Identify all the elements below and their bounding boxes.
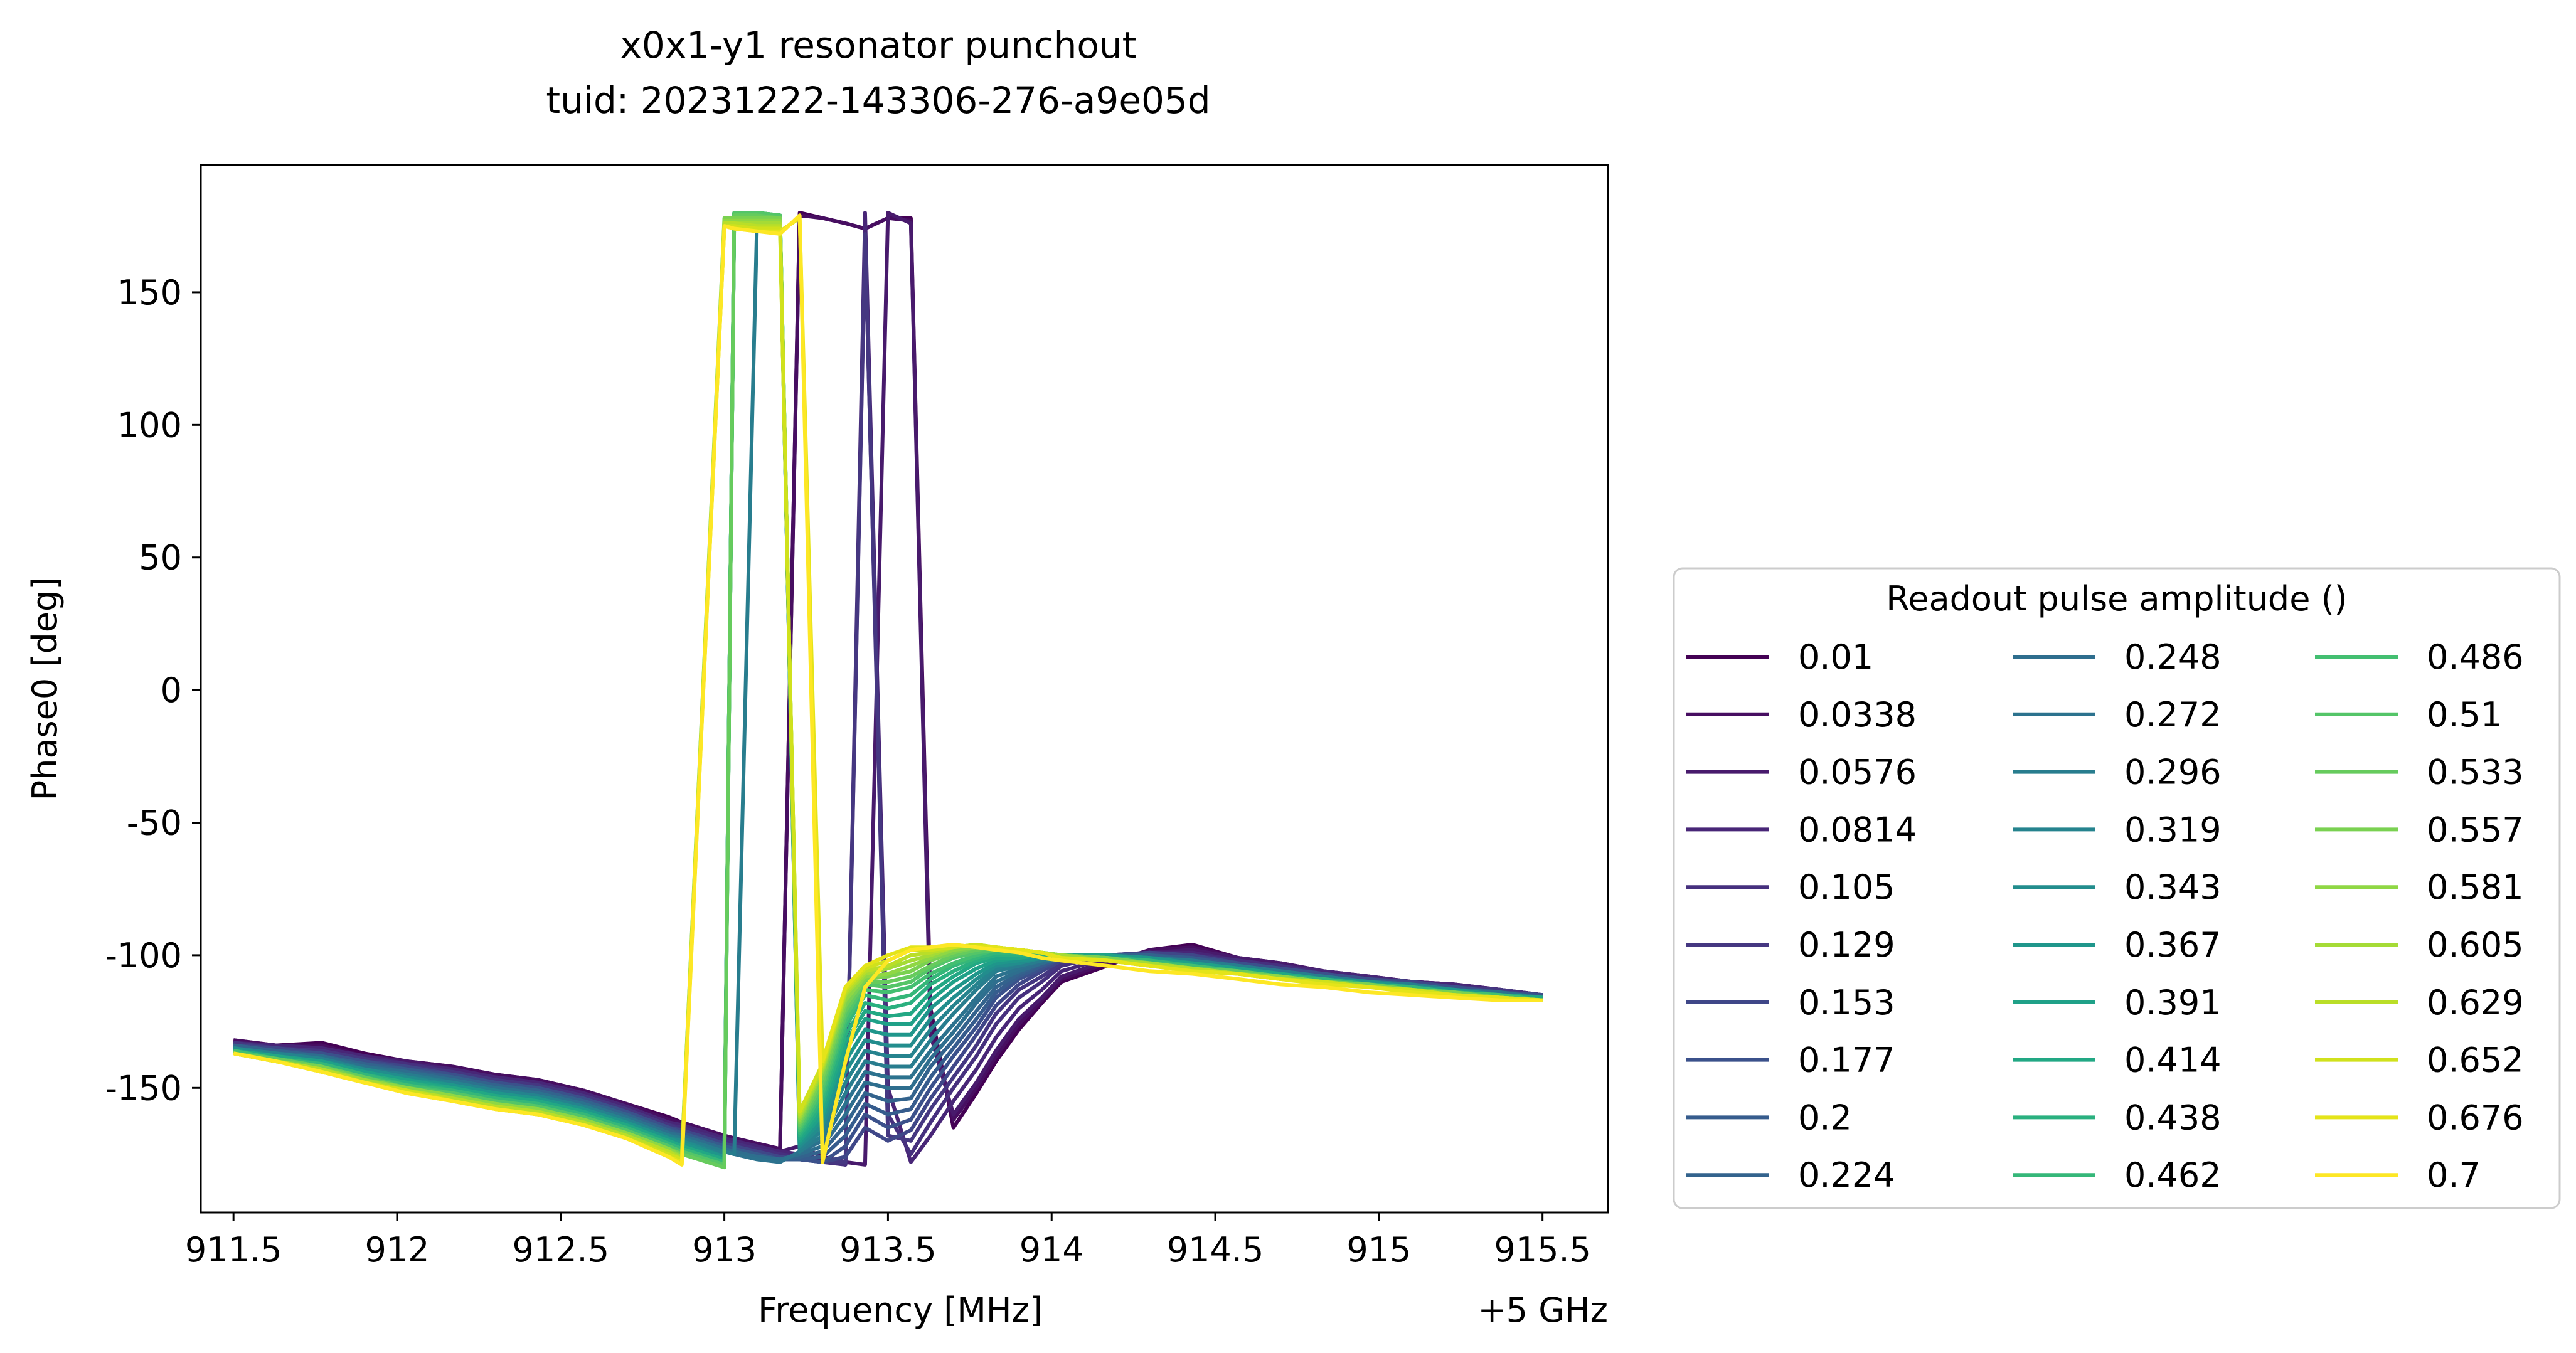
legend-label: 0.676 <box>2427 1098 2524 1137</box>
series-line-0.414 <box>233 211 1543 1162</box>
legend-label: 0.652 <box>2427 1041 2524 1080</box>
legend-entry: 0.486 <box>2315 637 2524 677</box>
x-tick-label: 914 <box>1019 1230 1084 1270</box>
y-tick-label: -50 <box>127 804 182 843</box>
legend-entry: 0.0338 <box>1686 695 1917 735</box>
legend-entry: 0.391 <box>2013 983 2222 1022</box>
legend-label: 0.153 <box>1798 983 1895 1022</box>
legend-label: 0.0576 <box>1798 753 1917 792</box>
legend-label: 0.581 <box>2427 868 2524 907</box>
legend-label: 0.391 <box>2124 983 2222 1022</box>
legend-entry: 0.129 <box>1686 925 1895 965</box>
legend-entry: 0.605 <box>2315 925 2524 965</box>
legend-entry: 0.51 <box>2315 695 2502 735</box>
plot-area-frame <box>200 164 1609 1214</box>
legend-entry: 0.0814 <box>1686 810 1917 849</box>
y-tick-label: 0 <box>161 671 182 710</box>
x-tick-label: 915 <box>1346 1230 1411 1270</box>
legend-label: 0.129 <box>1798 925 1895 965</box>
legend-label: 0.51 <box>2427 695 2502 735</box>
x-tick-label: 912.5 <box>512 1230 609 1270</box>
legend-entries: 0.01 0.0338 0.0576 0.0814 0.105 0.129 0.153 0.1… <box>1686 637 2524 1195</box>
legend-label: 0.01 <box>1798 637 1873 677</box>
x-axis-label: Frequency [MHz] <box>758 1290 1043 1330</box>
legend-label: 0.105 <box>1798 868 1895 907</box>
chart-subtitle: tuid: 20231222-143306-276-a9e05d <box>546 79 1210 122</box>
legend-label: 0.7 <box>2427 1155 2481 1195</box>
legend-entry: 0.533 <box>2315 753 2524 792</box>
y-tick-label: -150 <box>105 1068 182 1108</box>
y-tick-label: 100 <box>117 405 182 445</box>
legend-entry: 0.414 <box>2013 1041 2222 1080</box>
legend-label: 0.2 <box>1798 1098 1852 1137</box>
legend-label: 0.224 <box>1798 1155 1895 1195</box>
x-tick-label: 915.5 <box>1494 1230 1591 1270</box>
legend-entry: 0.01 <box>1686 637 1873 677</box>
series-line-0.319 <box>233 216 1543 1156</box>
legend-entry: 0.224 <box>1686 1155 1895 1195</box>
legend-label: 0.0338 <box>1798 695 1917 735</box>
x-tick-label: 912 <box>365 1230 429 1270</box>
chart-title-group: x0x1-y1 resonator punchout tuid: 2023122… <box>546 24 1210 122</box>
legend-entry: 0.248 <box>2013 637 2222 677</box>
legend-label: 0.0814 <box>1798 810 1917 849</box>
legend-box <box>1673 567 2561 1209</box>
legend-entry: 0.367 <box>2013 925 2222 965</box>
series-line-0.0814 <box>233 211 1543 1167</box>
legend-entry: 0.177 <box>1686 1041 1895 1080</box>
legend-entry: 0.557 <box>2315 810 2524 849</box>
legend-label: 0.319 <box>2124 810 2222 849</box>
x-tick-label: 913 <box>692 1230 757 1270</box>
x-tick-label: 911.5 <box>185 1230 282 1270</box>
legend-entry: 0.272 <box>2013 695 2222 735</box>
legend-entry: 0.296 <box>2013 753 2222 792</box>
legend-entry: 0.438 <box>2013 1098 2222 1137</box>
legend-entry: 0.105 <box>1686 868 1895 907</box>
legend-entry: 0.676 <box>2315 1098 2524 1137</box>
x-axis: 911.5 912 912.5 913 913.5 914 914.5 915 915.5 <box>185 1212 1591 1270</box>
series-line-0.177 <box>233 953 1543 1164</box>
legend-entry: 0.0576 <box>1686 753 1917 792</box>
legend-entry: 0.153 <box>1686 983 1895 1022</box>
legend-entry: 0.319 <box>2013 810 2222 849</box>
y-axis-label: Phase0 [deg] <box>25 577 65 801</box>
series-line-0.7 <box>233 213 1543 1167</box>
legend-label: 0.605 <box>2427 925 2524 965</box>
legend-label: 0.438 <box>2124 1098 2222 1137</box>
chart-title: x0x1-y1 resonator punchout <box>620 24 1137 66</box>
legend-label: 0.296 <box>2124 753 2222 792</box>
legend-entry: 0.7 <box>2315 1155 2481 1195</box>
y-tick-label: 150 <box>117 273 182 312</box>
legend-entry: 0.629 <box>2315 983 2524 1022</box>
series-line-0.557 <box>233 216 1543 1156</box>
y-tick-label: 50 <box>139 538 182 578</box>
series-line-0.296 <box>233 216 1543 1156</box>
legend-title: Readout pulse amplitude () <box>1886 579 2348 618</box>
legend-label: 0.462 <box>2124 1155 2222 1195</box>
x-tick-label: 913.5 <box>839 1230 937 1270</box>
legend-label: 0.272 <box>2124 695 2222 735</box>
legend-label: 0.629 <box>2427 983 2524 1022</box>
x-tick-label: 914.5 <box>1167 1230 1264 1270</box>
x-axis-offset-label: +5 GHz <box>1477 1290 1608 1330</box>
legend-label: 0.343 <box>2124 868 2222 907</box>
legend-label: 0.367 <box>2124 925 2222 965</box>
y-tick-label: -100 <box>105 936 182 975</box>
legend-entry: 0.462 <box>2013 1155 2222 1195</box>
series-layer <box>233 211 1543 1170</box>
legend-label: 0.248 <box>2124 637 2222 677</box>
legend-label: 0.414 <box>2124 1041 2222 1080</box>
legend-label: 0.557 <box>2427 810 2524 849</box>
y-axis: 150 100 50 0 -50 -100 -150 <box>105 273 201 1108</box>
legend-entry: 0.652 <box>2315 1041 2524 1080</box>
legend-entry: 0.343 <box>2013 868 2222 907</box>
legend-entry: 0.2 <box>1686 1098 1852 1137</box>
legend-label: 0.533 <box>2427 753 2524 792</box>
legend-label: 0.177 <box>1798 1041 1895 1080</box>
legend: Readout pulse amplitude () 0.010.03380.0… <box>1673 567 2561 1209</box>
legend-entry: 0.581 <box>2315 868 2524 907</box>
legend-label: 0.486 <box>2427 637 2524 677</box>
